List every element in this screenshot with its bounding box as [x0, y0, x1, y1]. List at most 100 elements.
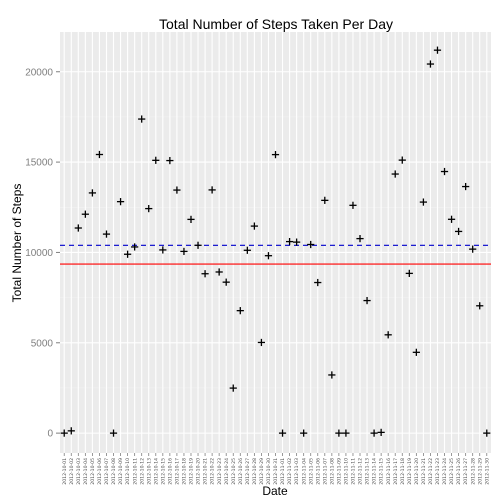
x-tick-label: 2012-11-14 [372, 458, 378, 485]
x-axis-ticks: 2012-10-01 2012-10-02 2012-10-03 2012-10-04… [62, 453, 490, 485]
data-point [349, 201, 357, 209]
data-point [307, 240, 315, 249]
x-tick-label: 2012-10-28 [252, 458, 258, 485]
x-tick-label: 2012-11-28 [470, 458, 476, 485]
y-tick-label: 20000 [25, 67, 53, 78]
x-tick-label: 2012-10-05 [90, 458, 96, 485]
x-tick-label: 2012-10-19 [189, 458, 195, 485]
data-point [81, 210, 89, 218]
data-point [131, 243, 139, 251]
x-tick-label: 2012-10-09 [118, 458, 124, 485]
y-tick-label: 5000 [31, 338, 54, 349]
x-tick-label: 2012-11-30 [484, 458, 490, 485]
x-tick-label: 2012-11-11 [351, 458, 357, 485]
data-points [60, 46, 491, 437]
x-tick-label: 2012-11-20 [414, 458, 420, 485]
data-point [109, 429, 118, 437]
x-tick-label: 2012-10-18 [182, 458, 188, 485]
x-tick-label: 2012-11-07 [322, 458, 328, 485]
data-point [67, 427, 75, 435]
data-point [250, 222, 258, 230]
x-tick-label: 2012-11-01 [280, 458, 286, 485]
data-point [215, 268, 223, 276]
data-point [335, 429, 343, 437]
x-tick-label: 2012-10-13 [146, 458, 152, 485]
x-tick-label: 2012-11-18 [400, 458, 406, 485]
x-tick-label: 2012-10-22 [210, 458, 216, 485]
data-point [222, 278, 230, 286]
data-point [152, 156, 160, 164]
x-tick-label: 2012-11-03 [294, 458, 300, 485]
chart-title: Total Number of Steps Taken Per Day [159, 16, 393, 32]
x-tick-label: 2012-11-12 [358, 458, 364, 485]
data-point [419, 198, 427, 206]
data-point [321, 196, 329, 204]
x-tick-label: 2012-10-23 [217, 458, 223, 485]
x-axis-label: Date [262, 484, 288, 498]
data-point [236, 307, 244, 315]
x-tick-label: 2012-10-21 [203, 458, 209, 485]
x-tick-label: 2012-10-10 [125, 458, 131, 485]
data-point [95, 150, 104, 159]
data-point [370, 429, 378, 437]
data-point [208, 186, 216, 194]
y-tick-label: 10000 [25, 248, 53, 259]
x-tick-label: 2012-11-05 [308, 458, 314, 485]
x-tick-label: 2012-11-08 [329, 458, 335, 485]
x-tick-label: 2012-10-27 [245, 458, 251, 485]
x-tick-label: 2012-11-29 [477, 458, 483, 485]
x-tick-label: 2012-10-11 [132, 458, 138, 485]
x-tick-label: 2012-10-30 [266, 458, 272, 485]
x-tick-label: 2012-10-04 [83, 458, 89, 485]
data-point [229, 384, 237, 392]
x-tick-label: 2012-11-27 [463, 458, 469, 485]
data-point [483, 429, 491, 437]
data-point [173, 186, 181, 194]
data-point [476, 302, 484, 310]
x-tick-label: 2012-10-25 [231, 458, 237, 485]
data-point [145, 205, 153, 213]
data-point [293, 238, 301, 246]
x-tick-label: 2012-11-21 [421, 458, 427, 485]
x-tick-label: 2012-10-20 [196, 458, 202, 485]
data-point [384, 331, 392, 339]
data-point [159, 246, 167, 254]
data-point [88, 189, 96, 197]
x-tick-label: 2012-11-02 [287, 458, 293, 485]
data-point [356, 235, 364, 243]
y-axis-ticks: 0 5000 10000 15000 20000 [25, 67, 60, 440]
x-tick-label: 2012-11-22 [428, 458, 434, 485]
x-tick-label: 2012-10-06 [97, 458, 103, 485]
data-point [264, 252, 273, 260]
y-tick-label: 0 [47, 429, 53, 440]
x-tick-label: 2012-11-04 [301, 458, 307, 485]
data-point [201, 270, 209, 278]
x-tick-label: 2012-10-02 [69, 458, 75, 485]
x-tick-label: 2012-11-16 [386, 458, 392, 485]
data-point [469, 245, 477, 253]
data-point [405, 269, 413, 277]
data-point [278, 429, 287, 437]
x-tick-label: 2012-10-15 [160, 458, 166, 485]
data-point [74, 224, 82, 232]
x-tick-label: 2012-11-15 [379, 458, 385, 485]
x-tick-label: 2012-10-14 [153, 458, 159, 485]
x-tick-label: 2012-10-24 [224, 458, 230, 485]
data-point [391, 170, 399, 178]
x-tick-label: 2012-11-17 [393, 458, 399, 485]
x-tick-label: 2012-11-06 [315, 458, 321, 485]
data-point [433, 46, 442, 54]
data-point [166, 156, 174, 165]
data-point [194, 241, 202, 249]
x-tick-label: 2012-10-01 [62, 458, 68, 485]
x-tick-label: 2012-11-13 [365, 458, 371, 485]
data-point [257, 338, 266, 347]
data-point [426, 60, 435, 68]
x-tick-label: 2012-10-29 [259, 458, 265, 485]
data-point [300, 429, 308, 437]
y-tick-label: 15000 [25, 158, 53, 169]
data-point [363, 296, 371, 305]
x-tick-label: 2012-10-16 [167, 458, 173, 485]
data-point [462, 182, 470, 191]
